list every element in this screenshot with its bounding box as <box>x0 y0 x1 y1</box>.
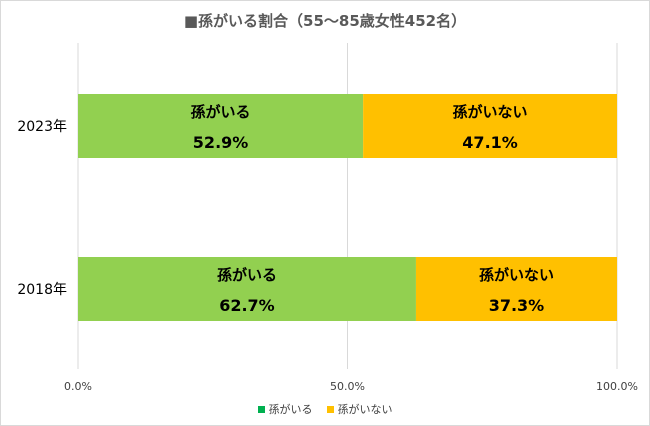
category-label: 2018年 <box>17 282 67 298</box>
bar-value-label: 37.3% <box>489 296 545 315</box>
category-label: 2023年 <box>17 119 67 135</box>
bar-value-label: 62.7% <box>219 296 275 315</box>
legend-swatch-has-grandchildren <box>257 405 265 413</box>
legend-item-has-grandchildren: 孫がいる <box>257 401 313 417</box>
legend-label-no-grandchildren: 孫がいない <box>337 403 393 416</box>
chart-legend: 孫がいる 孫がいない <box>1 401 649 417</box>
legend-label-has-grandchildren: 孫がいる <box>268 403 313 416</box>
bar-series-label: 孫がいない <box>479 266 554 284</box>
bar-series-label: 孫がいる <box>191 103 251 121</box>
bar-segment <box>415 257 617 321</box>
x-tick-label: 0.0% <box>64 380 92 393</box>
x-tick-label: 50.0% <box>330 380 365 393</box>
bar-segment <box>78 94 364 158</box>
bar-series-label: 孫がいない <box>453 103 528 121</box>
legend-item-no-grandchildren: 孫がいない <box>326 401 393 417</box>
bar-series-label: 孫がいる <box>217 266 277 284</box>
chart-title: ■孫がいる割合（55～85歳女性452名） <box>183 12 467 30</box>
bar-value-label: 47.1% <box>462 133 518 152</box>
bar-segment <box>363 94 617 158</box>
bar-segment <box>78 257 416 321</box>
x-tick-label: 100.0% <box>596 380 638 393</box>
legend-swatch-no-grandchildren <box>326 405 334 413</box>
bar-value-label: 52.9% <box>193 133 249 152</box>
